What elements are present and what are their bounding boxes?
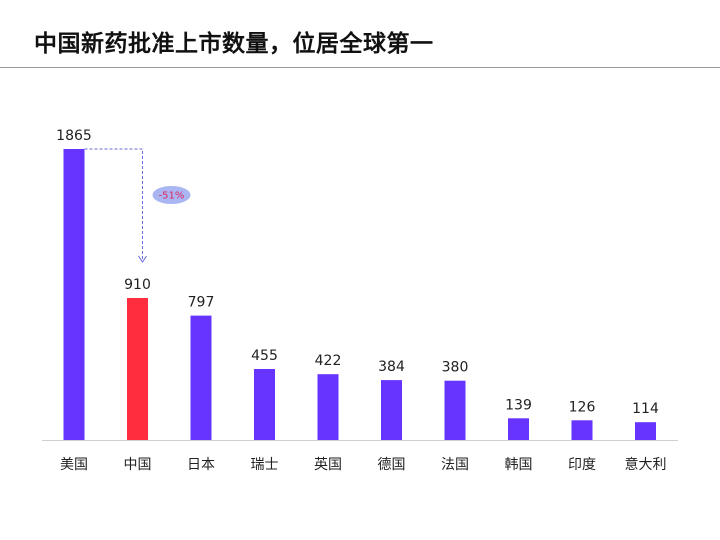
category-label-8: 印度 <box>568 457 596 473</box>
category-labels-group: 美国 中国 日本 瑞士 英国 德国 法国 韩国 印度 意大利 <box>60 456 667 473</box>
value-labels-group: 1865 910 797 455 422 384 380 139 126 114 <box>56 128 659 417</box>
page-title: 中国新药批准上市数量，位居全球第一 <box>34 31 434 57</box>
category-label-9: 意大利 <box>625 456 667 473</box>
callout-arrowhead <box>138 255 147 263</box>
bar-8 <box>571 420 593 440</box>
bar-7 <box>508 418 529 440</box>
value-label-9: 114 <box>632 401 659 417</box>
bar-9 <box>635 422 656 440</box>
value-label-8: 126 <box>569 399 596 415</box>
bar-4 <box>317 374 339 440</box>
value-label-5: 384 <box>378 359 405 375</box>
bar-3 <box>254 369 275 440</box>
category-label-6: 法国 <box>441 457 469 473</box>
title-divider <box>0 67 720 68</box>
value-label-4: 422 <box>315 353 342 369</box>
value-label-7: 139 <box>505 397 532 413</box>
category-label-7: 韩国 <box>505 457 533 473</box>
callout-bubble <box>152 186 191 204</box>
bar-5 <box>381 380 402 440</box>
bar-0 <box>63 149 85 440</box>
value-label-0: 1865 <box>56 128 92 144</box>
value-label-6: 380 <box>442 360 469 376</box>
callout-arrow <box>84 148 143 263</box>
category-label-5: 德国 <box>378 457 406 473</box>
bars-group <box>63 149 656 440</box>
bar-6 <box>444 380 466 440</box>
category-label-2: 日本 <box>187 457 215 473</box>
category-label-0: 美国 <box>60 457 88 473</box>
category-label-3: 瑞士 <box>251 457 279 473</box>
difference-callout: -51% <box>84 148 191 263</box>
category-label-4: 英国 <box>314 456 342 473</box>
bar-1 <box>127 298 148 440</box>
value-label-1: 910 <box>124 277 151 293</box>
bar-2 <box>190 315 212 440</box>
value-label-2: 797 <box>188 295 215 311</box>
callout-text: -51% <box>159 191 185 202</box>
category-label-1: 中国 <box>124 457 152 473</box>
value-label-3: 455 <box>251 348 278 364</box>
